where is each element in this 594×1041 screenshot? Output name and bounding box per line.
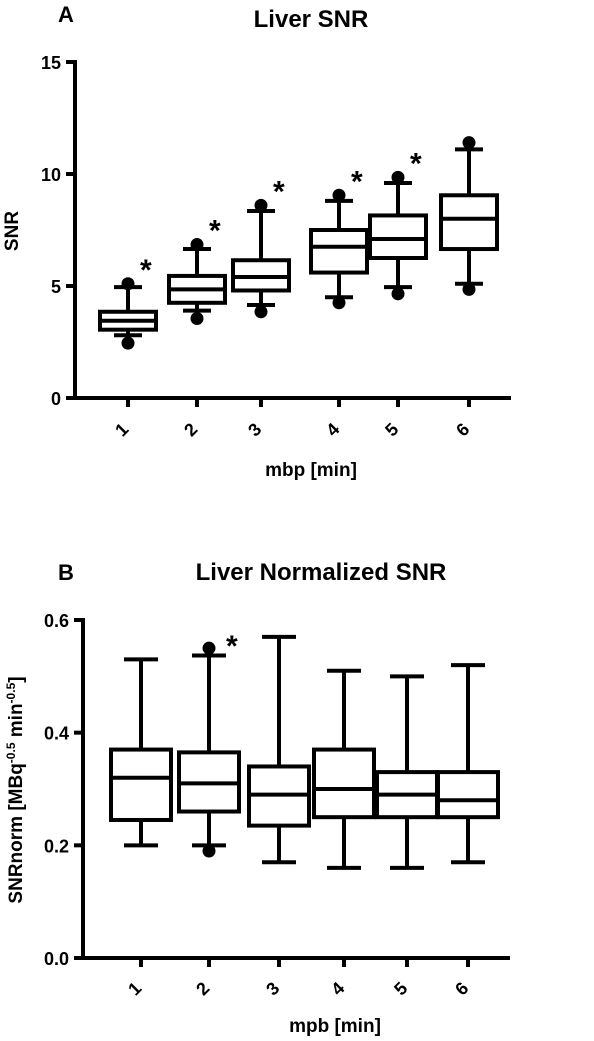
panel-b-boxes: *: [109, 630, 500, 870]
significance-star: *: [226, 630, 238, 663]
interquartile-box: [312, 747, 376, 820]
y-tick-label: 0.0: [44, 949, 69, 969]
interquartile-box: [368, 213, 428, 261]
interquartile-box: [439, 193, 499, 252]
box-plot-5: [375, 674, 439, 870]
box-plot-4: [312, 668, 376, 870]
box-plot-6: [436, 663, 500, 865]
significance-star: *: [273, 175, 285, 208]
box-plot-2: *: [167, 215, 227, 325]
y-tick-label: 5: [51, 277, 61, 297]
panel-b: B Liver Normalized SNR SNRnorm [MBq-0.5 …: [4, 559, 510, 1037]
panel-b-y-tick-labels: 0.0 0.2 0.4 0.6: [44, 611, 83, 969]
panel-a-letter: A: [58, 2, 74, 27]
x-tick-label: 1: [111, 419, 132, 440]
y-tick-label: 10: [41, 165, 61, 185]
outlier-point: [391, 170, 405, 184]
panel-a-y-axis-title: SNR: [2, 211, 23, 251]
outlier-point: [462, 282, 476, 296]
panel-b-x-axis-title: mpb [min]: [289, 1016, 381, 1037]
significance-star: *: [209, 215, 221, 248]
panel-b-y-axis-title: SNRnorm [MBq-0.5 min-0.5]: [4, 676, 27, 903]
y-tick-label: 0.6: [44, 611, 69, 631]
y-tick-label: 15: [41, 53, 61, 73]
panel-a-x-axis-title: mbp [min]: [265, 460, 357, 481]
x-tick-label: 2: [192, 978, 213, 999]
panel-b-y-axis-title-end: ]: [6, 676, 27, 682]
outlier-point: [121, 336, 135, 350]
x-tick-label: 5: [381, 419, 402, 440]
outlier-point: [190, 238, 204, 252]
panel-b-axes: [81, 618, 510, 960]
outlier-point: [190, 311, 204, 325]
outlier-point: [202, 641, 216, 655]
panel-b-x-tick-labels: 1 2 3 4 5 6: [124, 958, 472, 999]
panel-b-y-axis-title-main: SNRnorm [MBq: [6, 763, 27, 903]
panel-a-y-tick-labels: 0 5 10 15: [41, 53, 75, 409]
x-tick-label: 6: [451, 978, 472, 999]
x-tick-label: 1: [124, 978, 145, 999]
box-plot-6: [439, 136, 499, 296]
x-tick-label: 6: [452, 419, 473, 440]
box-plot-2: *: [177, 630, 241, 858]
significance-star: *: [351, 165, 363, 198]
panel-a-title: Liver SNR: [254, 6, 369, 33]
y-tick-label: 0.2: [44, 836, 69, 856]
panel-b-y-axis-title-sup2: -0.5: [4, 682, 18, 703]
outlier-point: [391, 287, 405, 301]
box-plot-3: [247, 634, 311, 865]
x-tick-label: 3: [244, 419, 265, 440]
x-tick-label: 5: [390, 978, 411, 999]
y-tick-label: 0.4: [44, 724, 69, 744]
interquartile-box: [109, 747, 173, 822]
outlier-point: [254, 305, 268, 319]
panel-b-y-axis-title-sup1: -0.5: [4, 742, 18, 763]
box-plot-1: [109, 657, 173, 848]
panel-a-axes: [73, 60, 511, 400]
box-plot-4: *: [309, 165, 369, 310]
interquartile-box: [309, 228, 369, 275]
panel-b-y-axis-title-mid: min: [6, 703, 27, 742]
panel-b-letter: B: [58, 560, 74, 585]
outlier-point: [332, 296, 346, 310]
outlier-point: [202, 844, 216, 858]
significance-star: *: [140, 254, 152, 287]
outlier-point: [332, 188, 346, 202]
panel-a-boxes: * * * * *: [98, 136, 499, 350]
outlier-point: [121, 277, 135, 291]
box-plot-5: *: [368, 147, 428, 301]
panel-a-x-tick-labels: 1 2 3 4 5 6: [111, 398, 473, 440]
y-tick-label: 0: [51, 389, 61, 409]
x-tick-label: 3: [262, 978, 283, 999]
box-plot-3: *: [231, 175, 291, 319]
x-tick-label: 2: [180, 419, 201, 440]
outlier-point: [462, 136, 476, 150]
x-tick-label: 4: [322, 419, 343, 440]
box-plot-1: *: [98, 254, 158, 350]
interquartile-box: [436, 770, 500, 820]
panel-b-title: Liver Normalized SNR: [196, 559, 447, 586]
x-tick-label: 4: [327, 978, 348, 999]
outlier-point: [254, 198, 268, 212]
significance-star: *: [410, 147, 422, 180]
